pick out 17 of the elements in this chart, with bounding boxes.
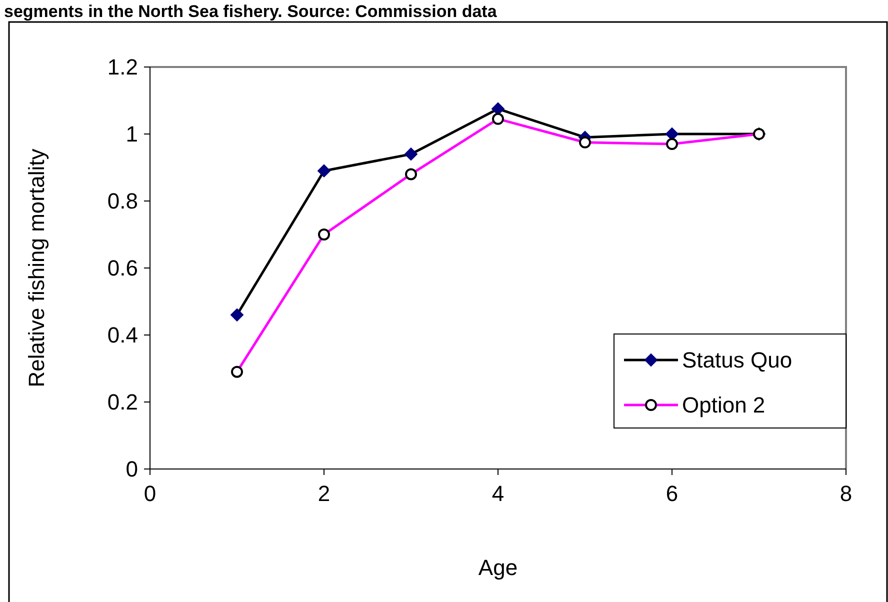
x-axis-title: Age xyxy=(478,555,518,580)
chart-title: segments in the North Sea fishery. Source: Commission data xyxy=(4,2,498,21)
x-tick-label: 4 xyxy=(492,481,504,506)
y-tick-label: 0.2 xyxy=(107,390,138,415)
x-tick-label: 6 xyxy=(666,481,678,506)
y-tick-label: 0.8 xyxy=(107,188,138,214)
y-tick-label: 0.6 xyxy=(107,256,138,281)
x-tick-label: 8 xyxy=(840,481,852,506)
x-tick-label: 0 xyxy=(144,481,156,506)
y-tick-label: 1.2 xyxy=(107,54,138,80)
legend-label: Option 2 xyxy=(682,392,766,418)
legend-label: Status Quo xyxy=(682,348,792,373)
y-tick-label: 0 xyxy=(126,456,138,482)
x-tick-label: 2 xyxy=(318,481,330,506)
y-tick-label: 0.4 xyxy=(107,322,138,348)
y-tick-label: 1 xyxy=(126,122,138,147)
y-axis-title: Relative fishing mortality xyxy=(24,148,49,388)
